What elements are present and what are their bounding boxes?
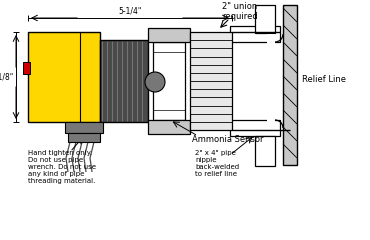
- Bar: [100, 40, 148, 122]
- Bar: [68, 133, 100, 142]
- Bar: [255, 136, 275, 166]
- Text: Ammonia Sensor: Ammonia Sensor: [192, 135, 263, 144]
- Text: 2" x 4" pipe
nipple
back-welded
to relief line: 2" x 4" pipe nipple back-welded to relie…: [195, 150, 239, 177]
- Text: Relief Line: Relief Line: [302, 76, 346, 84]
- Bar: [28, 32, 100, 122]
- Bar: [230, 120, 280, 136]
- Bar: [267, 34, 275, 44]
- Text: 2" union
required: 2" union required: [222, 2, 258, 21]
- Bar: [148, 28, 190, 42]
- Bar: [148, 120, 190, 134]
- Text: Hand tighten only.
Do not use pipe
wrench. Do not use
any kind of pipe
threading: Hand tighten only. Do not use pipe wrenc…: [28, 150, 96, 184]
- Bar: [267, 118, 275, 128]
- Circle shape: [145, 72, 165, 92]
- Bar: [255, 5, 275, 33]
- Bar: [283, 5, 297, 165]
- Text: 5-1/4": 5-1/4": [118, 7, 142, 16]
- Bar: [23, 62, 30, 74]
- Bar: [153, 42, 185, 120]
- Bar: [190, 32, 232, 130]
- Bar: [65, 122, 103, 133]
- Bar: [230, 26, 280, 42]
- Text: 4-1/8": 4-1/8": [0, 72, 14, 82]
